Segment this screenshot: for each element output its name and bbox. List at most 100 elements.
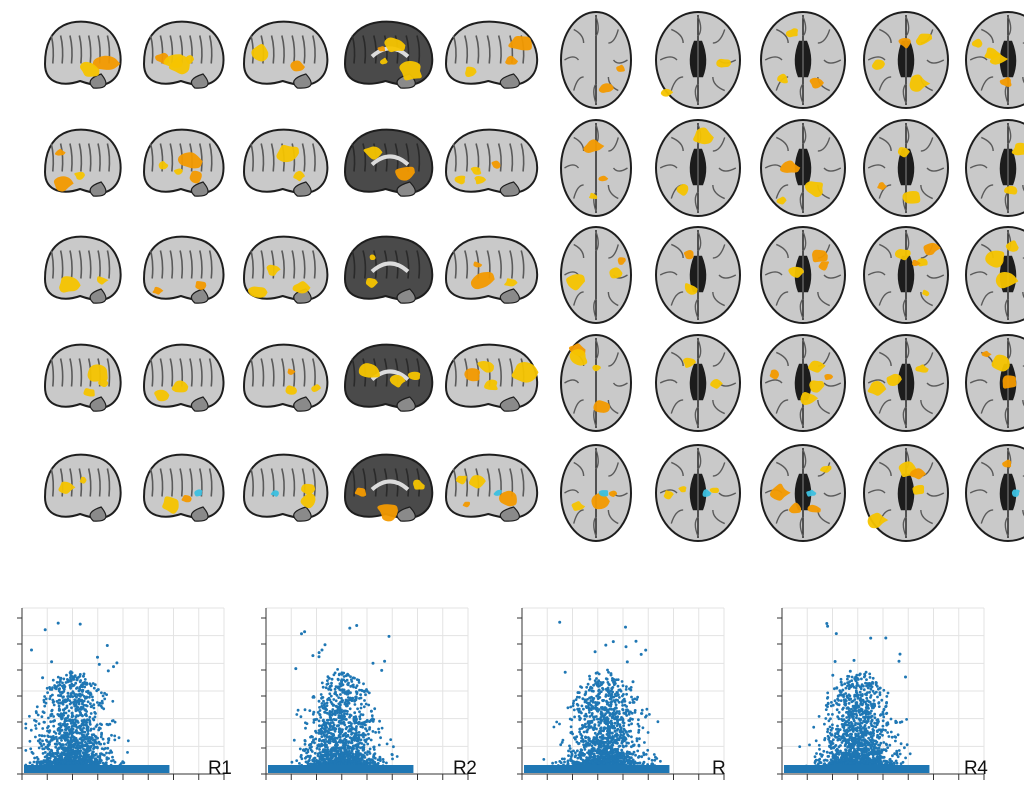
- activation-blob: [195, 281, 207, 290]
- scatter-point: [577, 710, 581, 714]
- scatter-point: [629, 756, 633, 760]
- brain-slice-r2-c5: [444, 128, 539, 197]
- scatter-point: [84, 722, 88, 726]
- scatter-point: [368, 720, 371, 723]
- activation-blob: [678, 486, 687, 493]
- corpus-callosum: [370, 261, 410, 274]
- scatter-point: [599, 690, 603, 693]
- scatter-point: [83, 685, 87, 689]
- scatter-point: [78, 710, 82, 714]
- scatter-point: [367, 737, 371, 740]
- sulcus-line: [486, 143, 491, 172]
- scatter-point: [330, 754, 333, 758]
- scatter-point: [79, 695, 82, 698]
- brain-slice-r4-c6: [560, 334, 632, 432]
- scatter-point: [89, 727, 93, 731]
- scatter-point: [48, 697, 52, 701]
- activation-blob: [87, 364, 108, 382]
- scatter-outlier-point: [383, 659, 387, 663]
- scatter-point: [91, 698, 95, 702]
- scatter-point: [610, 692, 614, 696]
- scatter-point: [615, 724, 619, 727]
- activation-blob: [363, 146, 383, 160]
- scatter-point: [91, 717, 95, 721]
- scatter-point: [318, 751, 322, 755]
- scatter-outlier-point: [317, 651, 321, 655]
- scatter-point: [595, 677, 598, 680]
- scatter-point: [596, 742, 600, 745]
- scatter-point: [318, 748, 321, 751]
- scatter-point: [369, 718, 373, 722]
- brain-hemisphere-outline: [142, 20, 225, 87]
- scatter-point: [364, 702, 368, 706]
- sulcus-line: [149, 35, 154, 64]
- scatter-point: [96, 736, 99, 740]
- scatter-point: [363, 738, 367, 742]
- scatter-point: [345, 734, 349, 738]
- scatter-point: [76, 741, 80, 744]
- brain-slice-r5-c1: [43, 453, 122, 522]
- lateral-ventricles: [689, 363, 707, 401]
- scatter-point: [325, 735, 329, 739]
- scatter-point: [332, 673, 336, 677]
- sulcus-line: [149, 468, 154, 497]
- scatter-point: [47, 716, 50, 720]
- scatter-point: [587, 757, 591, 761]
- scatter-point: [40, 715, 44, 719]
- scatter-point: [597, 720, 601, 724]
- sulcus-line: [270, 358, 275, 387]
- cerebellum-outline: [499, 288, 520, 304]
- activation-blob: [804, 181, 823, 198]
- scatter-point: [591, 726, 595, 730]
- sulcus-line: [905, 339, 910, 360]
- sulcus-line: [1022, 184, 1024, 192]
- scatter-point: [117, 736, 121, 740]
- scatter-point: [348, 715, 351, 719]
- scatter-point: [100, 747, 104, 750]
- sulcus-line: [250, 358, 254, 387]
- scatter-point: [615, 710, 619, 713]
- scatter-point: [363, 720, 366, 724]
- activation-blob: [583, 139, 605, 154]
- scatter-point: [40, 734, 44, 738]
- scatter-point: [40, 744, 43, 748]
- scatter-point: [577, 715, 581, 718]
- scatter-point: [345, 678, 349, 682]
- lateral-ventricles: [897, 363, 915, 401]
- sulcus-line: [799, 516, 804, 537]
- scatter-point: [561, 738, 565, 742]
- activation-blob: [98, 378, 109, 388]
- activation-blob: [616, 64, 625, 72]
- scatter-point: [609, 695, 613, 699]
- scatter-point: [49, 739, 53, 742]
- activation-blob: [377, 504, 398, 522]
- scatter-point: [610, 716, 614, 720]
- scatter-point: [97, 703, 101, 707]
- scatter-point: [318, 706, 321, 709]
- sulcus-line: [905, 16, 910, 37]
- scatter-point: [628, 701, 632, 704]
- scatter-point: [367, 691, 371, 695]
- dense-point-band: [24, 765, 170, 773]
- activation-blob: [473, 261, 483, 268]
- sulcus-line: [607, 291, 619, 307]
- scatter-outlier-point: [380, 668, 384, 672]
- scatter-point: [624, 756, 628, 760]
- lateral-ventricles: [897, 473, 915, 511]
- scatter-point: [604, 741, 608, 744]
- scatter-point: [611, 679, 614, 682]
- sulcus-line: [59, 35, 64, 64]
- scatter-point: [619, 729, 622, 732]
- scatter-point: [648, 713, 651, 716]
- scatter-point: [68, 702, 72, 706]
- scatter-point: [637, 756, 640, 759]
- scatter-point: [357, 720, 361, 724]
- sulcus-line: [697, 449, 702, 470]
- brain-slice-r5-c3: [242, 453, 329, 522]
- scatter-point: [369, 738, 373, 742]
- sulcus-line: [799, 191, 804, 212]
- scatter-point: [60, 701, 64, 704]
- activation-blob: [152, 286, 164, 295]
- scatter-outlier-point: [300, 632, 303, 636]
- sulcus-line: [497, 143, 502, 172]
